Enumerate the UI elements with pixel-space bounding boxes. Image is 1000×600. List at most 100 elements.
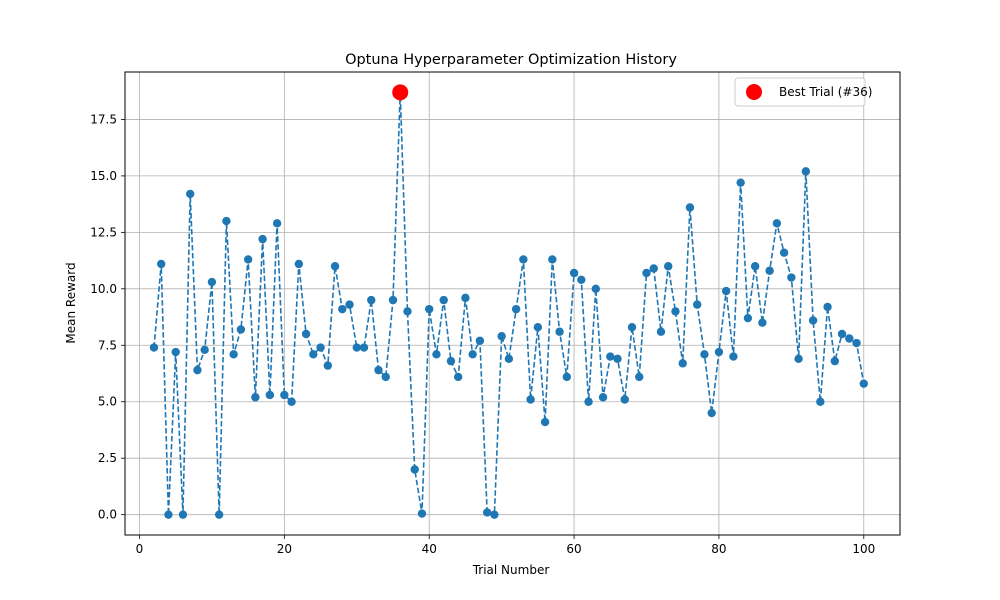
x-tick-label: 20 xyxy=(277,542,292,556)
data-point xyxy=(323,361,333,370)
x-axis-title: Trial Number xyxy=(472,563,550,577)
data-point xyxy=(309,350,318,359)
data-point xyxy=(359,343,369,352)
data-point xyxy=(178,510,188,519)
data-point xyxy=(417,509,427,518)
data-point xyxy=(157,259,166,269)
data-point xyxy=(200,345,209,354)
data-point xyxy=(381,372,390,382)
data-point xyxy=(149,343,159,352)
data-point xyxy=(453,372,463,382)
data-point xyxy=(193,365,202,375)
y-tick-label: 15.0 xyxy=(90,169,117,183)
data-point xyxy=(294,259,304,269)
data-point xyxy=(598,393,608,402)
data-point xyxy=(222,216,231,226)
grid xyxy=(125,72,900,535)
data-point xyxy=(526,395,535,404)
y-tick-label: 5.0 xyxy=(98,395,117,409)
data-point xyxy=(765,266,774,275)
data-point xyxy=(403,307,412,316)
data-point xyxy=(338,304,347,314)
data-point xyxy=(685,203,695,212)
data-point xyxy=(569,268,579,278)
data-point xyxy=(743,313,753,323)
data-point xyxy=(772,219,782,228)
data-point xyxy=(649,264,658,273)
y-tick-label: 2.5 xyxy=(98,451,117,465)
data-point xyxy=(656,327,666,336)
data-point xyxy=(548,255,557,264)
data-point xyxy=(468,350,477,359)
data-point xyxy=(787,273,796,282)
data-point xyxy=(627,323,637,332)
data-point xyxy=(671,307,680,316)
data-point xyxy=(859,379,868,388)
plot-area-frame xyxy=(124,71,901,536)
data-point xyxy=(721,286,731,296)
data-point xyxy=(808,316,818,325)
data-point xyxy=(352,343,361,352)
data-point xyxy=(171,347,180,357)
data-point xyxy=(642,268,651,278)
data-point xyxy=(591,284,600,294)
y-tick-label: 10.0 xyxy=(90,282,117,296)
legend-best-trial-label: Best Trial (#36) xyxy=(779,85,872,99)
data-point xyxy=(243,255,253,264)
series-line xyxy=(153,92,865,516)
data-point xyxy=(388,295,398,305)
data-point xyxy=(287,397,296,406)
data-point xyxy=(265,390,275,400)
data-point xyxy=(475,336,485,345)
data-point xyxy=(562,372,572,382)
data-point xyxy=(214,510,224,519)
data-point xyxy=(794,354,803,364)
data-point xyxy=(316,343,325,352)
data-point xyxy=(613,354,622,364)
data-point xyxy=(852,338,861,348)
data-point xyxy=(635,372,644,382)
data-point xyxy=(164,510,173,519)
data-point xyxy=(280,390,289,400)
data-point xyxy=(236,325,246,334)
data-point xyxy=(272,219,282,228)
data-point xyxy=(758,318,767,327)
legend-box xyxy=(734,77,866,107)
x-axis-ticks: 0 20 40 60 80 100 xyxy=(136,535,875,556)
data-point xyxy=(258,234,267,244)
data-point xyxy=(837,329,847,339)
data-point xyxy=(533,323,543,332)
data-point xyxy=(446,356,456,366)
y-axis-title: Mean Reward xyxy=(64,262,78,343)
y-tick-label: 12.5 xyxy=(90,225,117,239)
data-point xyxy=(519,255,528,264)
data-point xyxy=(700,350,709,359)
y-axis-ticks: 0.0 2.5 5.0 7.5 10.0 12.5 15.0 17.5 xyxy=(90,112,125,522)
data-point xyxy=(367,295,376,305)
x-tick-label: 0 xyxy=(136,542,144,556)
data-point xyxy=(714,347,724,357)
data-point xyxy=(511,304,521,314)
data-point xyxy=(229,350,238,359)
x-tick-label: 60 xyxy=(566,542,581,556)
y-tick-label: 7.5 xyxy=(98,338,117,352)
data-point xyxy=(439,295,448,305)
data-point xyxy=(185,189,195,199)
x-tick-label: 100 xyxy=(852,542,875,556)
data-point xyxy=(425,304,434,314)
data-point xyxy=(692,300,702,309)
data-point xyxy=(540,417,550,427)
data-point xyxy=(577,275,586,284)
data-point xyxy=(432,350,441,359)
data-point xyxy=(779,248,789,257)
data-point xyxy=(301,329,311,339)
data-point xyxy=(251,393,260,402)
data-point xyxy=(845,334,854,343)
data-point xyxy=(330,262,340,271)
data-point xyxy=(736,178,745,187)
data-point xyxy=(461,293,470,303)
data-point xyxy=(823,302,832,312)
data-point xyxy=(374,365,383,375)
data-point xyxy=(345,300,354,309)
